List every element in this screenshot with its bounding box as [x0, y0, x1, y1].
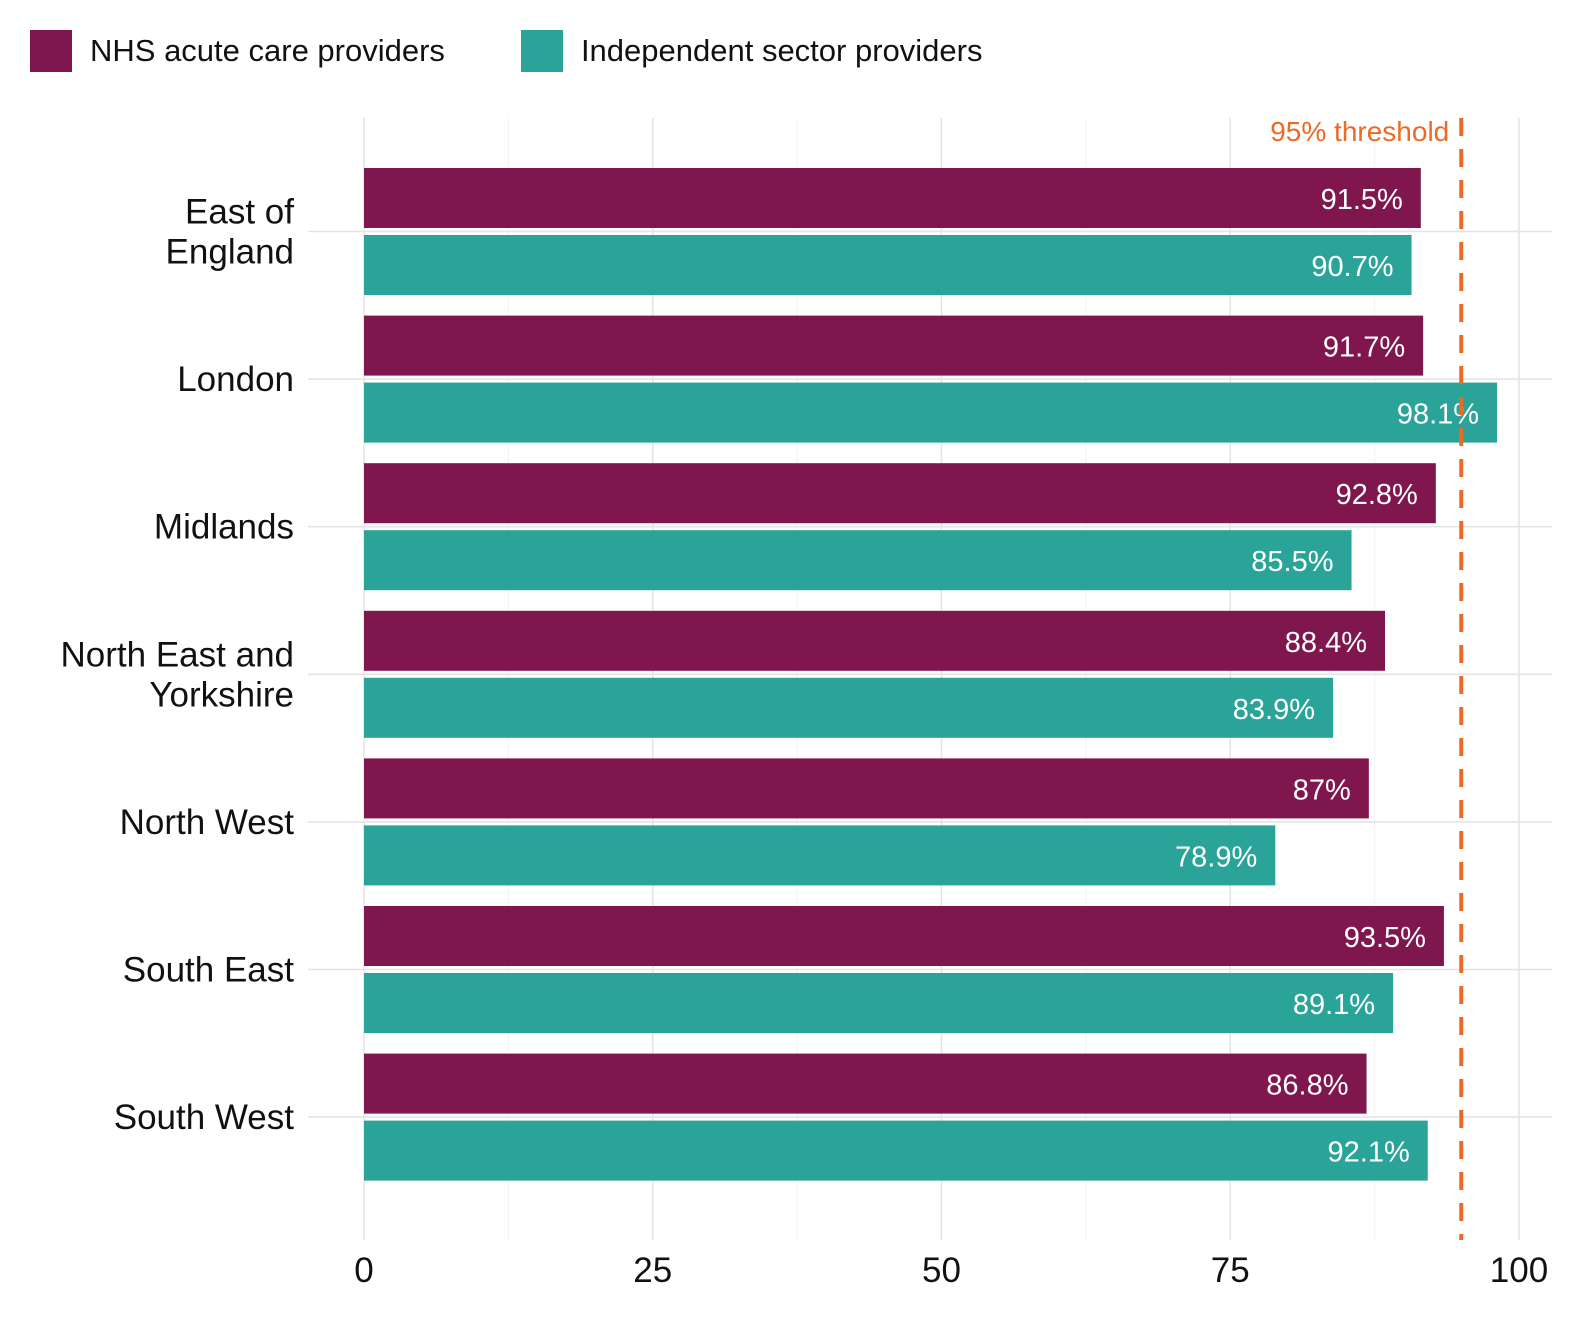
- x-tick-label: 25: [633, 1251, 672, 1290]
- category-label: South West: [114, 1098, 295, 1137]
- legend: NHS acute care providers Independent sec…: [30, 30, 1058, 72]
- category-label: Yorkshire: [149, 675, 294, 714]
- bar: [364, 168, 1421, 228]
- data-label: 89.1%: [1293, 989, 1375, 1021]
- data-label: 85.5%: [1251, 546, 1333, 578]
- category-label: North East and: [61, 635, 294, 674]
- data-label: 91.5%: [1321, 184, 1403, 216]
- bar: [364, 825, 1276, 886]
- bar: [364, 906, 1444, 966]
- data-label: 78.9%: [1175, 841, 1257, 873]
- bar: [364, 463, 1436, 524]
- bar: [364, 315, 1424, 376]
- data-label: 92.1%: [1328, 1137, 1410, 1169]
- x-tick-label: 0: [354, 1251, 373, 1290]
- category-label: South East: [123, 951, 294, 990]
- bar: [364, 973, 1394, 1033]
- category-label: Midlands: [154, 508, 294, 547]
- category-label: East of: [185, 193, 294, 232]
- legend-swatch-independent: [520, 30, 563, 72]
- category-label: England: [166, 233, 294, 272]
- data-label: 98.1%: [1397, 399, 1479, 431]
- x-tick-label: 50: [922, 1251, 961, 1290]
- legend-swatch-nhs: [30, 30, 72, 72]
- bar: [364, 530, 1352, 591]
- bar: [364, 758, 1369, 819]
- x-tick-label: 75: [1211, 1251, 1250, 1290]
- data-label: 88.4%: [1285, 627, 1367, 659]
- x-tick-label: 100: [1490, 1251, 1548, 1290]
- legend-item-nhs: NHS acute care providers: [30, 30, 445, 72]
- bar: [364, 610, 1386, 671]
- data-label: 91.7%: [1323, 332, 1405, 364]
- data-label: 92.8%: [1336, 479, 1418, 511]
- data-label: 86.8%: [1266, 1070, 1348, 1102]
- legend-label-nhs: NHS acute care providers: [90, 33, 445, 68]
- bar: [364, 382, 1498, 443]
- threshold-label: 95% threshold: [1270, 116, 1449, 147]
- data-label: 93.5%: [1344, 922, 1426, 954]
- bar: [364, 235, 1412, 295]
- bar: [364, 1053, 1367, 1114]
- bar: [364, 677, 1334, 738]
- category-label: London: [177, 360, 294, 399]
- legend-item-independent: Independent sector providers: [520, 30, 983, 72]
- bar: [364, 1120, 1428, 1181]
- category-label: North West: [120, 803, 295, 842]
- data-label: 83.9%: [1233, 694, 1315, 726]
- data-label: 87%: [1293, 774, 1351, 806]
- legend-label-independent: Independent sector providers: [580, 33, 983, 68]
- data-label: 90.7%: [1311, 251, 1393, 283]
